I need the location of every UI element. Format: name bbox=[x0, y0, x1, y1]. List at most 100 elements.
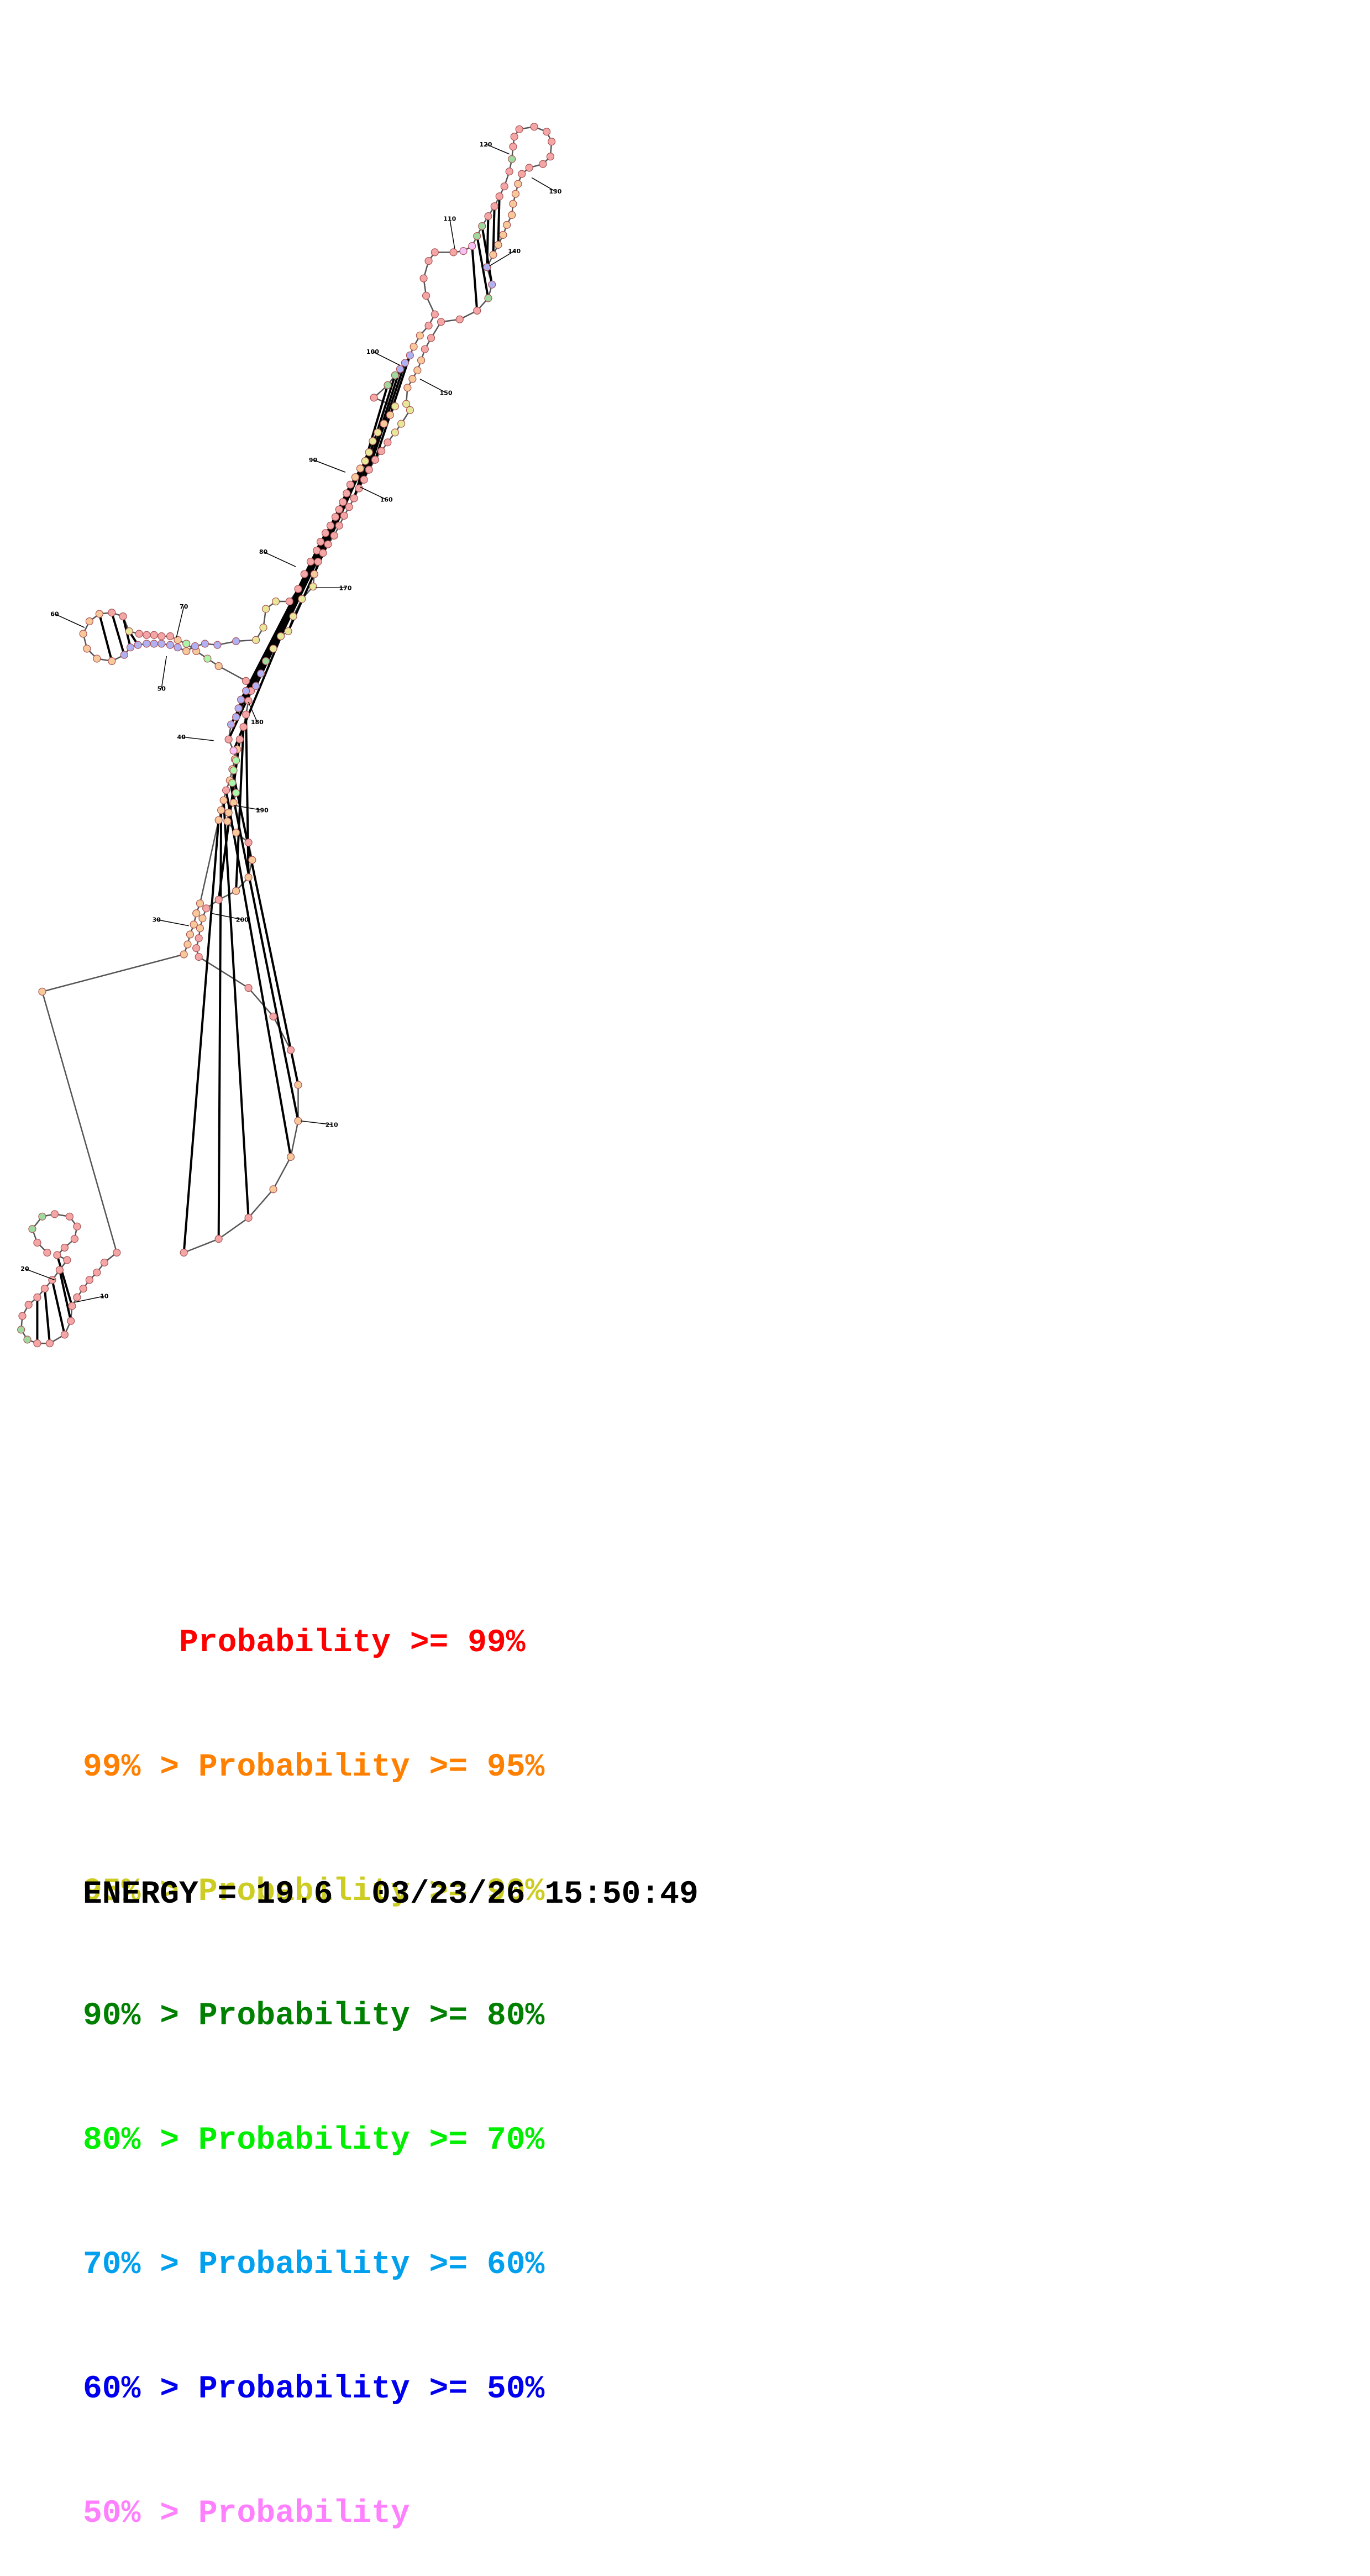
nucleotide-52 bbox=[214, 662, 223, 671]
nucleotide-224 bbox=[286, 1153, 295, 1161]
nucleotide-203 bbox=[232, 789, 240, 797]
nucleotide-53 bbox=[203, 655, 212, 663]
nucleotide-30 bbox=[113, 1248, 121, 1257]
nucleotide-221 bbox=[286, 1046, 295, 1054]
nucleotide-31 bbox=[38, 987, 46, 996]
nucleotide-120 bbox=[422, 291, 431, 300]
nucleotide-208 bbox=[244, 839, 253, 847]
nucleotide-173 bbox=[360, 475, 368, 484]
nucleotide-167 bbox=[397, 420, 406, 428]
nucleotide-110 bbox=[370, 394, 378, 402]
nucleotide-165 bbox=[402, 400, 411, 408]
legend-row-6: 70% > Probability >= 60% bbox=[83, 2247, 545, 2283]
position-label-40: 40 bbox=[177, 734, 186, 741]
position-label-60: 60 bbox=[50, 611, 59, 618]
nucleotide-116 bbox=[410, 343, 418, 351]
position-tick-100 bbox=[372, 351, 401, 366]
nucleotide-215 bbox=[196, 924, 204, 933]
nucleotide-225 bbox=[269, 1185, 277, 1193]
nucleotide-196 bbox=[232, 713, 240, 721]
nucleotide-87 bbox=[271, 597, 280, 606]
nucleotide-228 bbox=[180, 1248, 188, 1257]
position-tick-30 bbox=[156, 919, 189, 926]
position-tick-10 bbox=[74, 1295, 104, 1303]
nucleotide-32 bbox=[180, 950, 188, 959]
nucleotide-39 bbox=[217, 806, 225, 814]
nucleotide-57 bbox=[166, 632, 175, 641]
nucleotide-139 bbox=[543, 128, 551, 136]
nucleotide-38 bbox=[214, 816, 223, 824]
position-label-190: 190 bbox=[256, 807, 269, 814]
nucleotide-128 bbox=[478, 222, 486, 231]
nucleotide-20 bbox=[33, 1339, 41, 1348]
nucleotide-179 bbox=[330, 531, 338, 540]
position-label-130: 130 bbox=[549, 188, 561, 195]
nucleotide-171 bbox=[371, 455, 379, 464]
nucleotide-18 bbox=[17, 1326, 25, 1334]
nucleotide-77 bbox=[166, 641, 175, 649]
legend-row-8: 50% > Probability bbox=[83, 2496, 410, 2532]
nucleotide-192 bbox=[251, 682, 260, 690]
nucleotide-58 bbox=[158, 632, 166, 641]
nucleotide-218 bbox=[195, 952, 203, 961]
legend-row-3: 95% > Probability >= 90% bbox=[83, 1874, 545, 1910]
nucleotide-114 bbox=[401, 359, 409, 367]
nucleotide-174 bbox=[355, 484, 363, 493]
nucleotide-115 bbox=[406, 351, 414, 360]
nucleotide-101 bbox=[351, 473, 360, 481]
base-pair-14 bbox=[225, 790, 292, 1158]
nucleotide-161 bbox=[417, 356, 426, 365]
nucleotide-113 bbox=[396, 365, 404, 373]
nucleotide-81 bbox=[201, 640, 209, 648]
nucleotide-94 bbox=[321, 529, 330, 537]
nucleotide-143 bbox=[525, 164, 533, 172]
nucleotide-146 bbox=[511, 190, 520, 198]
nucleotide-134 bbox=[508, 155, 516, 163]
nucleotide-172 bbox=[365, 465, 373, 474]
nucleotide-148 bbox=[508, 211, 516, 219]
nucleotide-10 bbox=[53, 1251, 61, 1259]
nucleotide-125 bbox=[459, 247, 468, 255]
position-tick-60 bbox=[54, 613, 85, 628]
nucleotide-155 bbox=[484, 294, 492, 302]
nucleotide-199 bbox=[229, 746, 238, 755]
nucleotide-98 bbox=[339, 498, 347, 506]
base-pair-19 bbox=[245, 714, 250, 878]
nucleotide-95 bbox=[326, 521, 335, 530]
legend-row-1: Probability >= 99% bbox=[179, 1625, 526, 1661]
base-pair-11 bbox=[182, 820, 220, 1253]
nucleotide-213 bbox=[202, 904, 211, 913]
nucleotide-150 bbox=[499, 231, 507, 239]
nucleotide-75 bbox=[150, 640, 158, 648]
nucleotide-177 bbox=[340, 511, 348, 520]
nucleotide-222 bbox=[294, 1081, 302, 1089]
nucleotide-24 bbox=[68, 1302, 76, 1310]
nucleotide-97 bbox=[335, 505, 343, 514]
nucleotide-60 bbox=[143, 631, 151, 639]
nucleotide-2 bbox=[33, 1238, 41, 1247]
nucleotide-194 bbox=[237, 695, 245, 704]
nucleotide-178 bbox=[335, 521, 343, 530]
nucleotide-183 bbox=[310, 570, 318, 578]
nucleotide-189 bbox=[269, 645, 277, 653]
base-pair-18 bbox=[235, 726, 245, 891]
nucleotide-66 bbox=[85, 617, 93, 626]
rna-structure-diagram: 10 20 30 40 50 60 70 80 90 100 110 120 130 140 150 160 1… bbox=[17, 123, 562, 1348]
energy-line: ENERGY = 19.6 03/23/26 15:50:49 bbox=[83, 1877, 699, 1913]
nucleotide-16 bbox=[24, 1301, 33, 1309]
nucleotide-122 bbox=[424, 256, 433, 265]
nucleotide-83 bbox=[232, 637, 240, 646]
nucleotide-7 bbox=[73, 1222, 81, 1231]
nucleotide-132 bbox=[500, 182, 508, 191]
nucleotide-191 bbox=[256, 669, 265, 678]
nucleotide-153 bbox=[483, 263, 491, 271]
nucleotide-152 bbox=[489, 250, 497, 259]
nucleotide-137 bbox=[515, 125, 523, 133]
nucleotide-64 bbox=[108, 609, 116, 617]
position-label-160: 160 bbox=[380, 496, 393, 504]
nucleotide-156 bbox=[473, 306, 481, 315]
nucleotide-96 bbox=[331, 513, 340, 521]
nucleotide-84 bbox=[251, 636, 260, 644]
nucleotide-106 bbox=[374, 428, 382, 437]
base-pair-46 bbox=[492, 206, 496, 255]
